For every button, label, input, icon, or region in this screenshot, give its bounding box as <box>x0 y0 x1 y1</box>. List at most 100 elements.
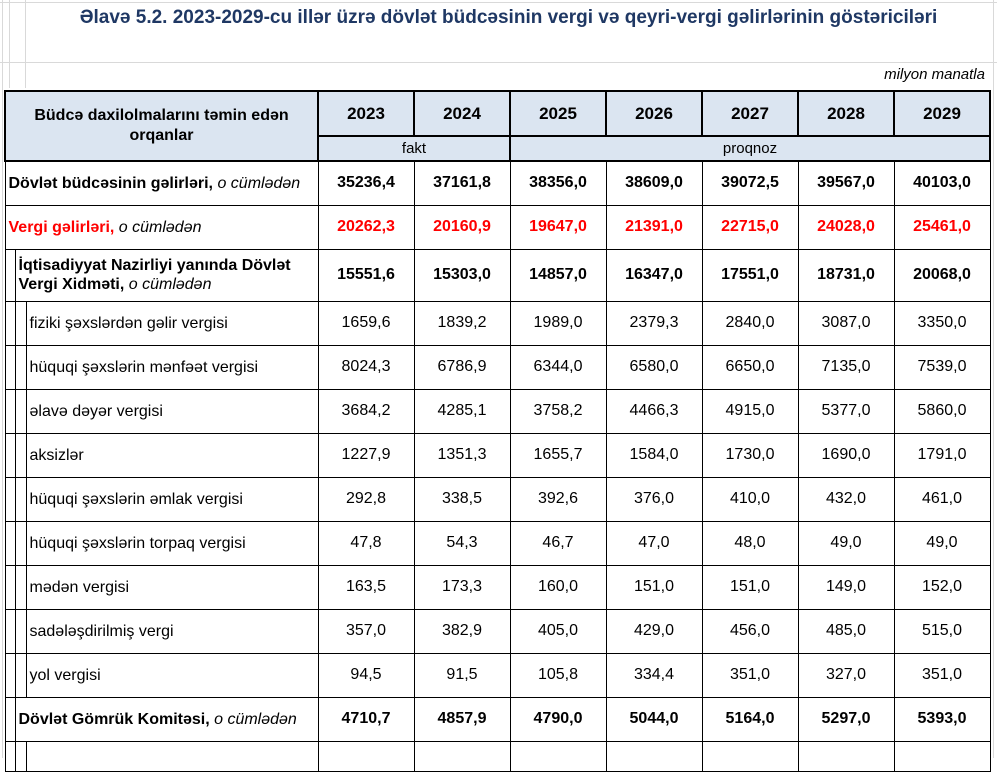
row-label: əlavə dəyər vergisi <box>29 402 163 420</box>
indent-cell <box>14 520 27 566</box>
value-cell: 327,0 <box>797 652 895 698</box>
value-cell: 3087,0 <box>797 300 895 346</box>
row-label-cell: Dövlət Gömrük Komitəsi, o cümlədən <box>14 696 319 742</box>
value-cell: 47,0 <box>605 520 703 566</box>
row-label-suffix: o cümlədən <box>213 174 301 192</box>
gridline-left <box>2 0 3 758</box>
indent-cell <box>14 740 27 772</box>
table-row: Dövlət büdcəsinin gəlirləri, o cümlədən 3… <box>4 160 991 206</box>
value-cell: 1584,0 <box>605 432 703 478</box>
row-label-cell <box>25 740 319 772</box>
value-cell: 5377,0 <box>797 388 895 434</box>
row-label-cell: hüquqi şəxslərin torpaq vergisi <box>25 520 319 566</box>
value-cell: 1655,7 <box>509 432 607 478</box>
row-label-cell: sadələşdirilmiş vergi <box>25 608 319 654</box>
value-cell: 357,0 <box>317 608 415 654</box>
value-cell: 410,0 <box>701 476 799 522</box>
header-year-2029: 2029 <box>893 90 991 137</box>
table-row: aksizlər 1227,9 1351,3 1655,7 1584,0 1730,0 16… <box>4 432 991 478</box>
value-cell: 4710,7 <box>317 696 415 742</box>
value-cell <box>605 740 703 772</box>
value-cell: 1989,0 <box>509 300 607 346</box>
value-cell: 7539,0 <box>893 344 991 390</box>
row-label: yol vergisi <box>29 666 101 684</box>
value-cell: 149,0 <box>797 564 895 610</box>
indent-cell <box>4 564 16 610</box>
value-cell: 351,0 <box>701 652 799 698</box>
value-cell: 3684,2 <box>317 388 415 434</box>
value-cell: 2840,0 <box>701 300 799 346</box>
row-label: Vergi gəlirləri, <box>8 218 115 236</box>
value-cell: 334,4 <box>605 652 703 698</box>
indent-cell <box>4 652 16 698</box>
value-cell: 151,0 <box>605 564 703 610</box>
value-cell: 38609,0 <box>605 160 703 206</box>
row-label: hüquqi şəxslərin mənfəət vergisi <box>29 358 259 376</box>
value-cell: 152,0 <box>893 564 991 610</box>
value-cell <box>797 740 895 772</box>
row-label: hüquqi şəxslərin torpaq vergisi <box>29 534 246 552</box>
header-year-2027: 2027 <box>701 90 799 137</box>
row-label-cell: hüquqi şəxslərin əmlak vergisi <box>25 476 319 522</box>
page-title: Əlavə 5.2. 2023-2029-cu illər üzrə dövlə… <box>79 7 938 28</box>
table-row: əlavə dəyər vergisi 3684,2 4285,1 3758,2 446… <box>4 388 991 434</box>
value-cell <box>893 740 991 772</box>
indent-cell <box>4 388 16 434</box>
indent-cell <box>4 432 16 478</box>
value-cell: 5393,0 <box>893 696 991 742</box>
table-row: hüquqi şəxslərin mənfəət vergisi 8024,3 67… <box>4 344 991 390</box>
indent-cell <box>14 476 27 522</box>
header-forecast-label: proqnoz <box>509 135 991 162</box>
value-cell: 1690,0 <box>797 432 895 478</box>
header-org-label: Büdcə daxilolmalarını təmin edən orqanla… <box>4 90 319 162</box>
table-row: hüquqi şəxslərin əmlak vergisi 292,8 338,5… <box>4 476 991 522</box>
row-label-cell: Vergi gəlirləri, o cümlədən <box>4 204 319 250</box>
value-cell: 456,0 <box>701 608 799 654</box>
value-cell: 3350,0 <box>893 300 991 346</box>
table-row: mədən vergisi 163,5 173,3 160,0 151,0 151,0 14… <box>4 564 991 610</box>
value-cell: 22715,0 <box>701 204 799 250</box>
value-cell: 1351,3 <box>413 432 511 478</box>
row-label: aksizlər <box>29 446 84 464</box>
value-cell: 151,0 <box>701 564 799 610</box>
value-cell: 20068,0 <box>893 248 991 302</box>
value-cell: 20262,3 <box>317 204 415 250</box>
row-label-cell: əlavə dəyər vergisi <box>25 388 319 434</box>
value-cell: 18731,0 <box>797 248 895 302</box>
value-cell: 405,0 <box>509 608 607 654</box>
value-cell: 91,5 <box>413 652 511 698</box>
value-cell: 432,0 <box>797 476 895 522</box>
value-cell: 38356,0 <box>509 160 607 206</box>
value-cell: 5164,0 <box>701 696 799 742</box>
row-label-cell: Dövlət büdcəsinin gəlirləri, o cümlədən <box>4 160 319 206</box>
value-cell: 5860,0 <box>893 388 991 434</box>
indent-cell <box>14 344 27 390</box>
table-row: sadələşdirilmiş vergi 357,0 382,9 405,0 429,… <box>4 608 991 654</box>
table-header: Büdcə daxilolmalarını təmin edən orqanla… <box>4 90 991 162</box>
value-cell: 5297,0 <box>797 696 895 742</box>
value-cell: 54,3 <box>413 520 511 566</box>
value-cell: 4285,1 <box>413 388 511 434</box>
value-cell <box>509 740 607 772</box>
value-cell: 485,0 <box>797 608 895 654</box>
header-year-2026: 2026 <box>605 90 703 137</box>
indent-cell <box>4 248 16 302</box>
value-cell: 94,5 <box>317 652 415 698</box>
value-cell: 173,3 <box>413 564 511 610</box>
value-cell: 8024,3 <box>317 344 415 390</box>
value-cell: 2379,3 <box>605 300 703 346</box>
value-cell: 292,8 <box>317 476 415 522</box>
value-cell: 1791,0 <box>893 432 991 478</box>
header-row-fact-forecast: fakt proqnoz <box>5 135 991 162</box>
budget-table: Büdcə daxilolmalarını təmin edən orqanla… <box>4 90 991 772</box>
value-cell: 376,0 <box>605 476 703 522</box>
value-cell: 35236,4 <box>317 160 415 206</box>
value-cell: 1730,0 <box>701 432 799 478</box>
gridline-under-title <box>0 62 997 63</box>
value-cell <box>317 740 415 772</box>
value-cell: 5044,0 <box>605 696 703 742</box>
row-label-suffix: o cümlədən <box>209 710 297 728</box>
indent-cell <box>4 520 16 566</box>
header-year-2024: 2024 <box>413 90 511 137</box>
value-cell: 15303,0 <box>413 248 511 302</box>
